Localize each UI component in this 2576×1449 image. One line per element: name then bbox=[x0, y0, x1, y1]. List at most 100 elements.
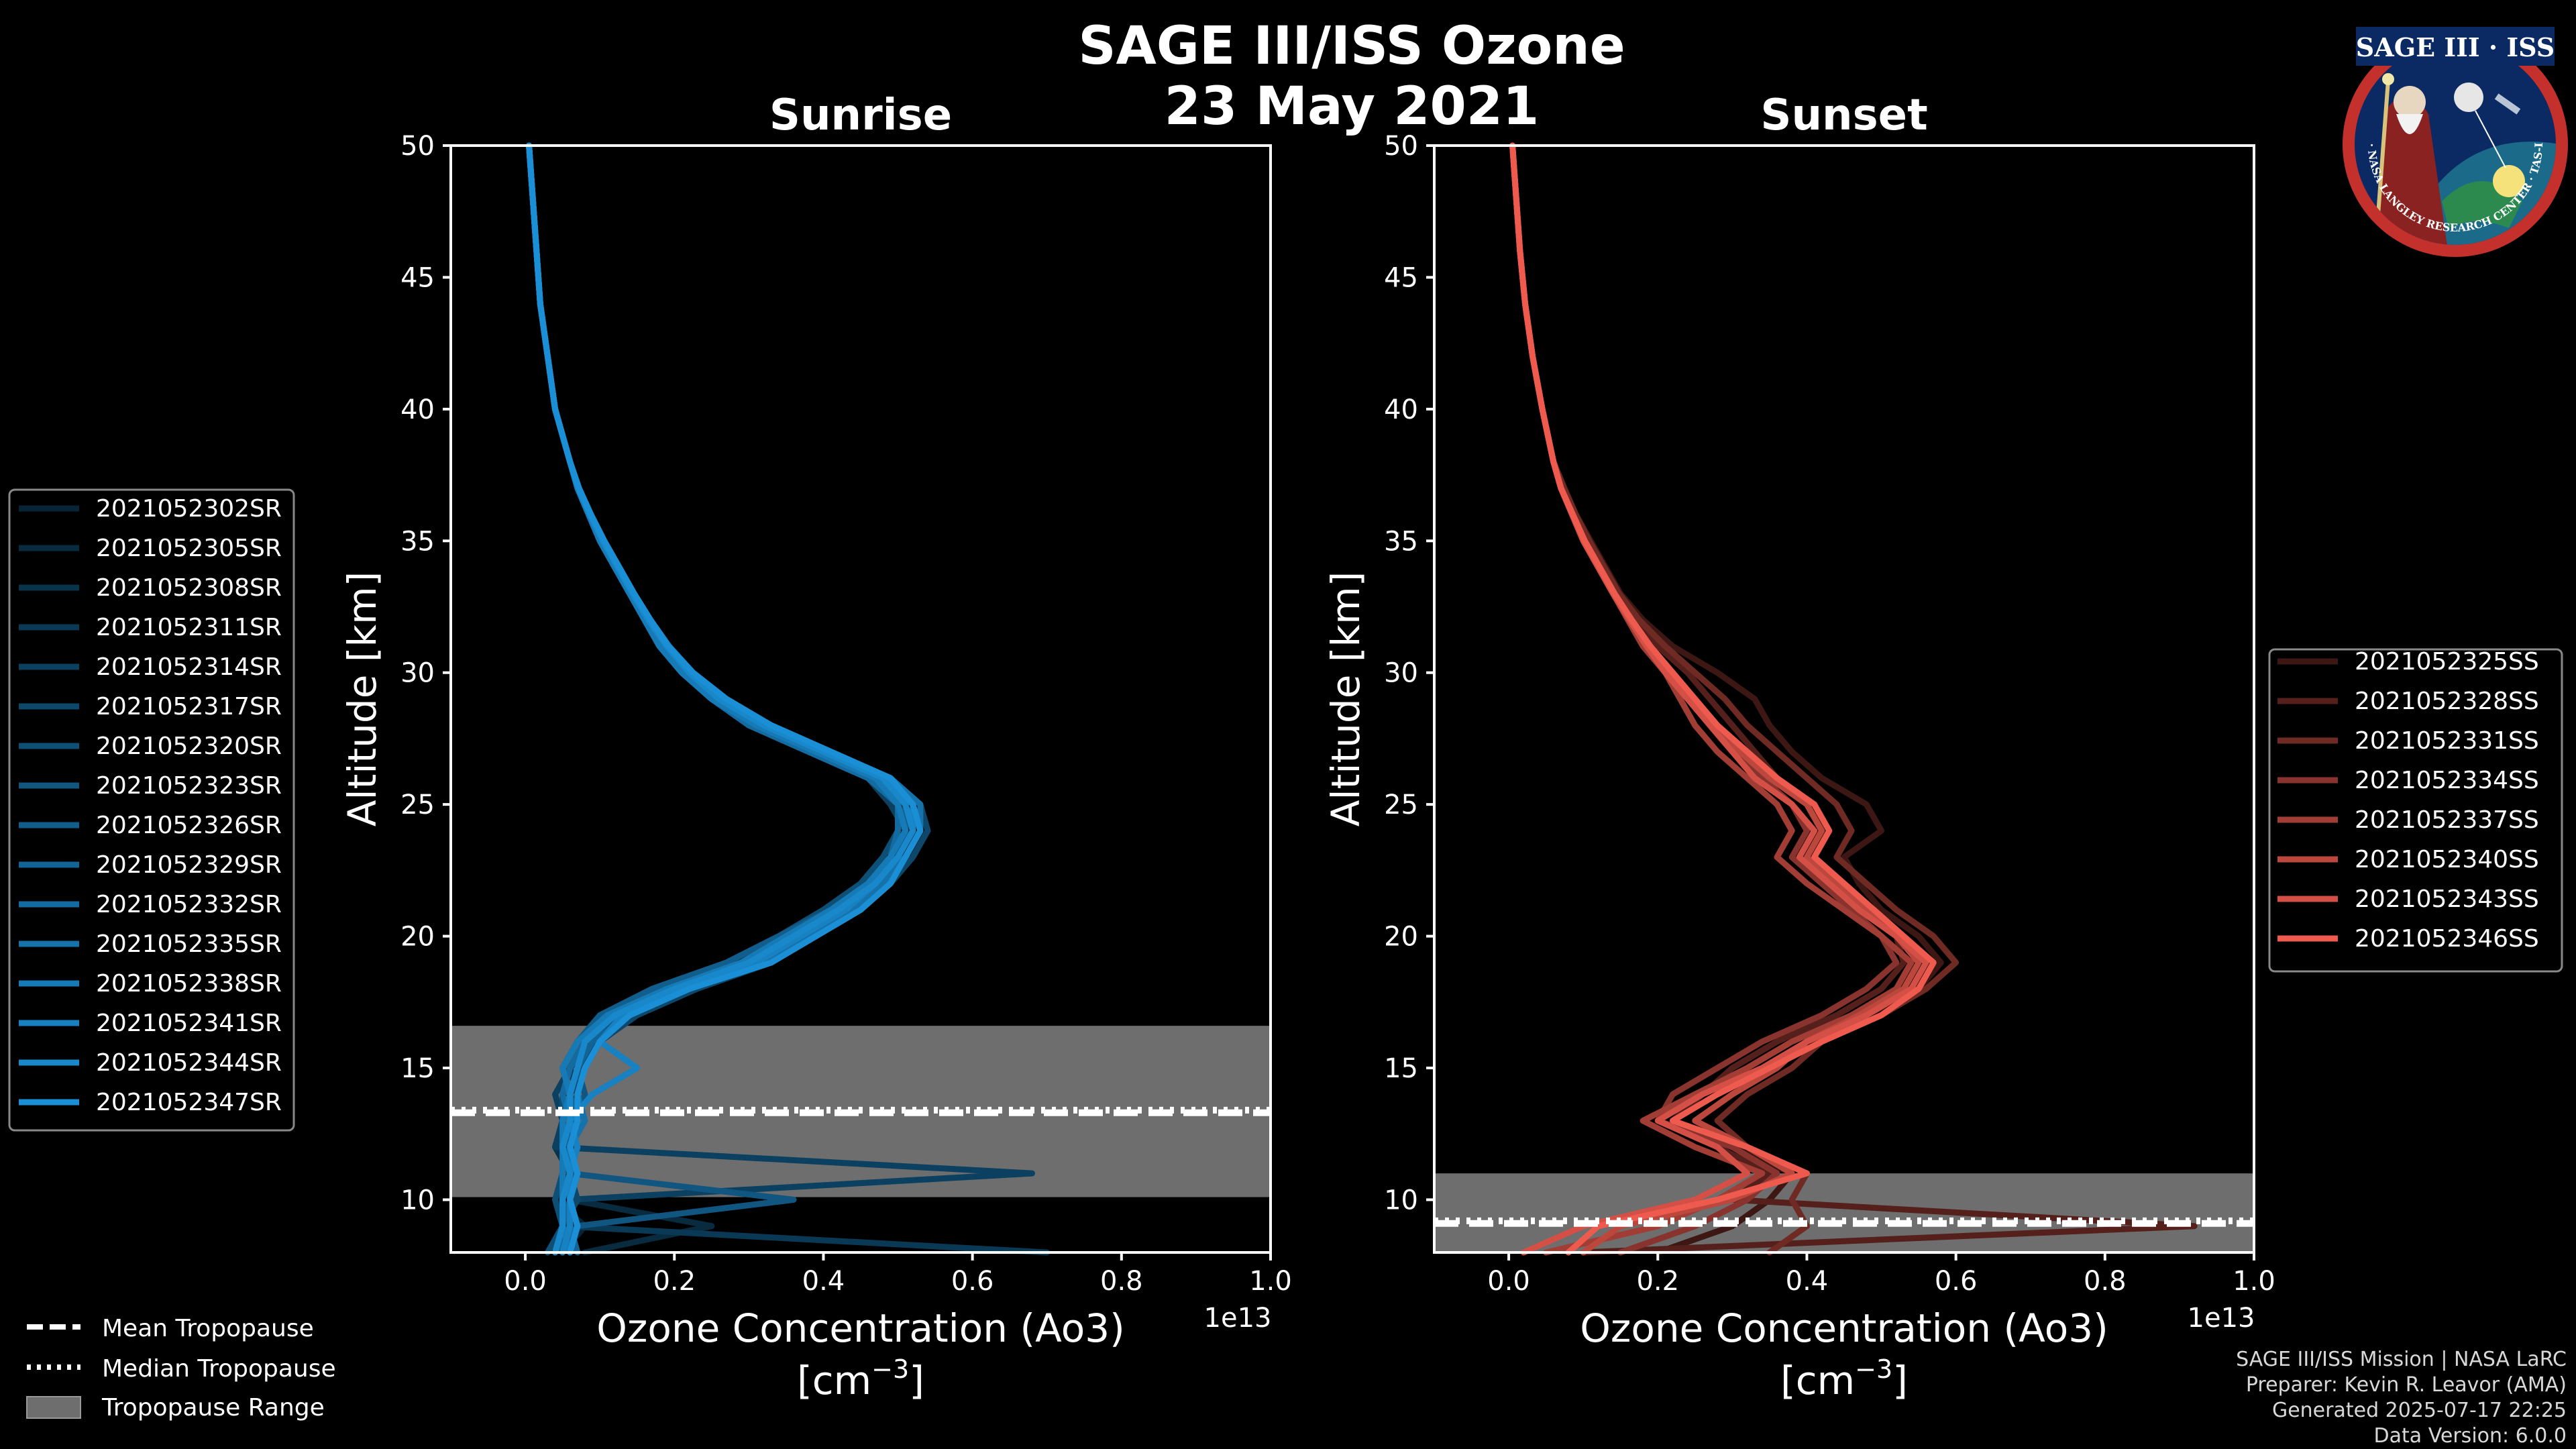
credit-line-preparer: Preparer: Kevin R. Leavor (AMA) bbox=[2246, 1373, 2567, 1397]
tropopause-range-label: Tropopause Range bbox=[101, 1394, 325, 1421]
sunset-x-units-open: [cm bbox=[1780, 1358, 1855, 1403]
sunrise-xtick-label: 0.6 bbox=[951, 1266, 994, 1297]
sunset-legend-label: 2021052328SS bbox=[2355, 688, 2539, 715]
sunrise-legend-frame bbox=[8, 488, 295, 1132]
sunrise-legend-label: 2021052308SR bbox=[96, 574, 282, 602]
figure-title: SAGE III/ISS Ozone bbox=[1078, 16, 1625, 76]
sunrise-legend-label: 2021052317SR bbox=[96, 693, 282, 720]
sunset-y-axis: 10 15 20 25 30 35 40 45 50 bbox=[1384, 131, 1434, 1216]
sunset-ytick-label: 50 bbox=[1384, 131, 1418, 162]
logo-astronomer-icon bbox=[2375, 95, 2449, 245]
sunrise-legend-label: 2021052314SR bbox=[96, 653, 282, 681]
sunrise-legend-label: 2021052323SR bbox=[96, 772, 282, 800]
sunset-x-scale-label: 1e13 bbox=[2188, 1303, 2255, 1334]
sunrise-y-axis-label: Altitude [km] bbox=[339, 572, 385, 826]
sunset-x-units-exponent: −3 bbox=[1855, 1354, 1892, 1384]
credit-line-mission: SAGE III/ISS Mission | NASA LaRC bbox=[2236, 1348, 2567, 1371]
sunrise-ytick-label: 15 bbox=[400, 1053, 435, 1084]
logo-moon-icon bbox=[2454, 83, 2483, 112]
sunrise-xtick-label: 0.2 bbox=[653, 1266, 696, 1297]
mean-tropopause-label: Mean Tropopause bbox=[102, 1315, 314, 1342]
logo-iss-icon bbox=[2494, 93, 2521, 115]
logo-banner bbox=[2356, 27, 2555, 66]
sunset-panel-title: Sunset bbox=[1760, 91, 1927, 140]
sunset-y-axis-label: Altitude [km] bbox=[1323, 572, 1368, 826]
sunset-xtick-label: 0.8 bbox=[2084, 1266, 2127, 1297]
sunset-xtick-label: 1.0 bbox=[2233, 1266, 2275, 1297]
sunrise-xtick-label: 1.0 bbox=[1249, 1266, 1292, 1297]
sunrise-legend-label: 2021052320SR bbox=[96, 733, 282, 760]
sunrise-y-axis: 10 15 20 25 30 35 40 45 50 bbox=[400, 131, 451, 1216]
sunrise-ytick-label: 50 bbox=[400, 131, 435, 162]
sunrise-legend-label: 2021052338SR bbox=[96, 970, 282, 998]
sunrise-ytick-label: 25 bbox=[400, 790, 435, 820]
sunrise-x-axis-units: [cm−3] bbox=[797, 1354, 924, 1403]
sunset-series-2021052346SS bbox=[1509, 142, 1937, 1256]
sunrise-legend: 2021052302SR 2021052305SR 2021052308SR 2021… bbox=[8, 488, 295, 1132]
sunrise-x-units-close: ] bbox=[909, 1358, 924, 1403]
sunset-series-group bbox=[1509, 142, 2198, 1256]
credit-line-generated: Generated 2025-07-17 22:25 bbox=[2272, 1399, 2567, 1422]
sunrise-xtick-label: 0.8 bbox=[1100, 1266, 1143, 1297]
sunrise-panel: 10 15 20 25 30 35 40 45 50 0.0 0.2 0.4 0.6 0.8 1.0 Su… bbox=[339, 91, 1292, 1403]
sunset-x-axis: 0.0 0.2 0.4 0.6 0.8 1.0 bbox=[1487, 1252, 2275, 1297]
sunset-legend-label: 2021052340SS bbox=[2355, 846, 2539, 873]
sunset-ytick-label: 40 bbox=[1384, 394, 1418, 425]
sunset-panel: 10 15 20 25 30 35 40 45 50 0.0 0.2 0.4 0.6 0.8 1.0 Su… bbox=[1323, 91, 2275, 1403]
tropopause-legend: Mean Tropopause Median Tropopause Tropop… bbox=[26, 1315, 336, 1421]
sunset-ytick-label: 45 bbox=[1384, 262, 1418, 293]
sunrise-legend-entries: 2021052302SR 2021052305SR 2021052308SR 2021… bbox=[19, 495, 282, 1116]
sunset-legend-label: 2021052331SS bbox=[2355, 727, 2539, 755]
sunset-legend-entries: 2021052325SS 2021052328SS 2021052331SS 2021… bbox=[2277, 648, 2539, 953]
credit-line-data-version: Data Version: 6.0.0 bbox=[2374, 1424, 2567, 1448]
sunset-legend-label: 2021052325SS bbox=[2355, 648, 2539, 676]
sunrise-xtick-label: 0.4 bbox=[802, 1266, 845, 1297]
sunrise-legend-label: 2021052332SR bbox=[96, 891, 282, 918]
sunset-legend-label: 2021052343SS bbox=[2355, 885, 2539, 913]
sunset-xtick-label: 0.4 bbox=[1786, 1266, 1829, 1297]
sunrise-series-group bbox=[526, 142, 1051, 1256]
sunrise-ytick-label: 45 bbox=[400, 262, 435, 293]
sunrise-ytick-label: 35 bbox=[400, 526, 435, 557]
sunset-x-units-close: ] bbox=[1892, 1358, 1908, 1403]
sunrise-axes-frame bbox=[449, 144, 1272, 1254]
sunset-legend-label: 2021052346SS bbox=[2355, 925, 2539, 953]
sunset-xtick-label: 0.2 bbox=[1636, 1266, 1679, 1297]
sunset-ytick-label: 10 bbox=[1384, 1185, 1418, 1216]
sunset-xtick-label: 0.0 bbox=[1487, 1266, 1530, 1297]
logo-title: SAGE III · ISS bbox=[2356, 32, 2555, 62]
sunrise-x-axis: 0.0 0.2 0.4 0.6 0.8 1.0 bbox=[504, 1252, 1292, 1297]
figure-subtitle-date: 23 May 2021 bbox=[1165, 76, 1540, 137]
sunset-ytick-label: 25 bbox=[1384, 790, 1418, 820]
tropopause-range-swatch bbox=[26, 1396, 81, 1419]
sunset-x-axis-label: Ozone Concentration (Ao3) bbox=[1580, 1305, 2108, 1351]
sunset-ytick-label: 20 bbox=[1384, 922, 1418, 953]
sunrise-x-units-exponent: −3 bbox=[871, 1354, 909, 1384]
sunrise-ytick-label: 30 bbox=[400, 658, 435, 689]
sunrise-legend-label: 2021052347SR bbox=[96, 1089, 282, 1116]
sunset-ytick-label: 30 bbox=[1384, 658, 1418, 689]
logo-sun-icon bbox=[2493, 165, 2525, 197]
sunrise-x-axis-label: Ozone Concentration (Ao3) bbox=[596, 1305, 1125, 1351]
sunset-legend-label: 2021052337SS bbox=[2355, 806, 2539, 834]
sunset-legend: 2021052325SS 2021052328SS 2021052331SS 2021… bbox=[2268, 648, 2563, 973]
sunrise-panel-title: Sunrise bbox=[769, 91, 952, 140]
sunrise-xtick-label: 0.0 bbox=[504, 1266, 547, 1297]
sunset-x-axis-units: [cm−3] bbox=[1780, 1354, 1908, 1403]
sunset-ytick-label: 15 bbox=[1384, 1053, 1418, 1084]
sunrise-legend-label: 2021052335SR bbox=[96, 930, 282, 958]
sunrise-legend-label: 2021052311SR bbox=[96, 614, 282, 641]
sunset-axes-frame bbox=[1433, 144, 2255, 1254]
sunset-legend-frame bbox=[2268, 648, 2563, 973]
sunrise-legend-label: 2021052302SR bbox=[96, 495, 282, 523]
sunset-xtick-label: 0.6 bbox=[1935, 1266, 1978, 1297]
median-tropopause-label: Median Tropopause bbox=[102, 1355, 336, 1383]
sunrise-legend-label: 2021052305SR bbox=[96, 535, 282, 562]
sunrise-legend-label: 2021052329SR bbox=[96, 851, 282, 879]
sunset-ytick-label: 35 bbox=[1384, 526, 1418, 557]
sunrise-series-2021052347SR bbox=[526, 142, 924, 1256]
sunrise-ytick-label: 40 bbox=[400, 394, 435, 425]
sunrise-ytick-label: 20 bbox=[400, 922, 435, 953]
sunrise-ytick-label: 10 bbox=[400, 1185, 435, 1216]
